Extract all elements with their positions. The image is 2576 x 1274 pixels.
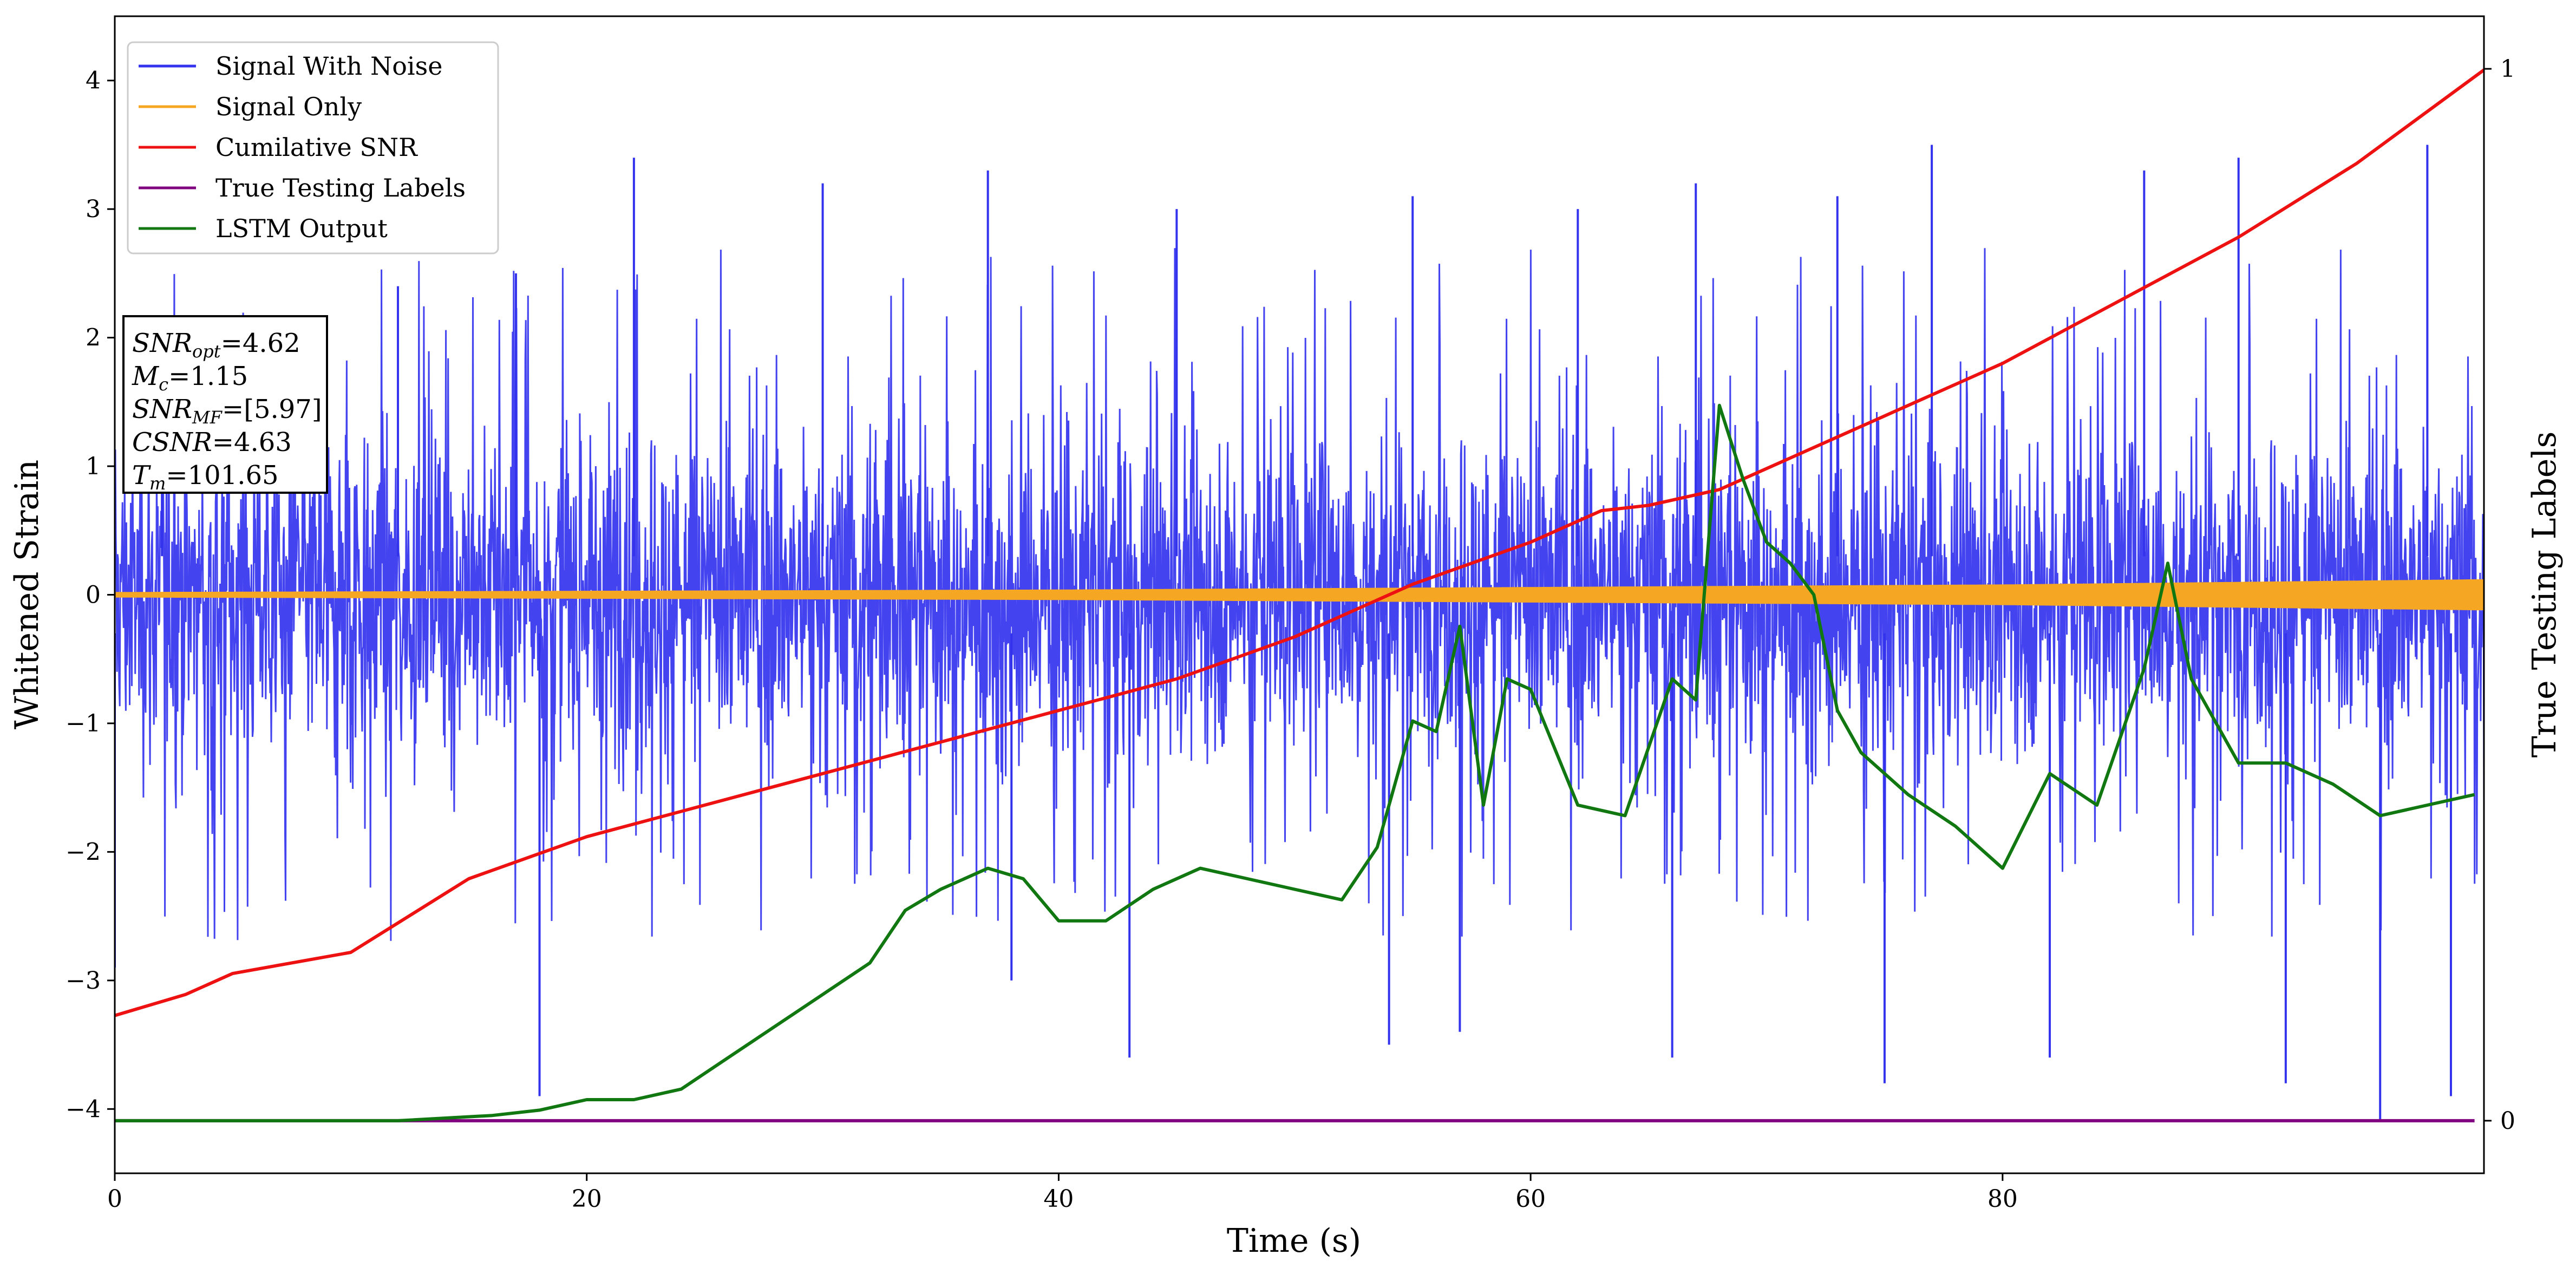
- y-tick-label-1: −3: [66, 967, 101, 995]
- legend-label-cumilative-snr: Cumilative SNR: [215, 133, 418, 162]
- legend-label-lstm-output: LSTM Output: [215, 214, 388, 243]
- y-axis-label: Whitened Strain: [8, 460, 46, 729]
- y-tick-label-4: 0: [86, 582, 101, 609]
- annotation-lines: SNRopt=4.62Mc=1.15SNRMF=[5.97]CSNR=4.63T…: [132, 328, 322, 494]
- legend-label-true-testing-labels: True Testing Labels: [215, 173, 466, 202]
- annotation-line-1: Mc=1.15: [132, 361, 248, 395]
- y-tick-label-7: 3: [86, 195, 101, 223]
- x-tick-label-0: 0: [107, 1185, 122, 1213]
- x-tick-label-1: 20: [572, 1185, 602, 1213]
- annotation-frame: [122, 315, 328, 494]
- annotation-line-2: SNRMF=[5.97]: [132, 394, 322, 428]
- series-lstm-output: [115, 403, 2475, 1122]
- x-axis-label: Time (s): [1227, 1222, 1361, 1260]
- annotation-box: SNRopt=4.62Mc=1.15SNRMF=[5.97]CSNR=4.63T…: [122, 315, 328, 494]
- x-tick-label-4: 80: [1987, 1185, 2018, 1213]
- legend-box: [127, 41, 499, 254]
- series-layer: [115, 68, 2484, 1122]
- annotation-line-4: Tm=101.65: [132, 460, 279, 494]
- series-signal-with-noise: [115, 248, 2484, 941]
- y2-tick-label-0: 0: [2500, 1107, 2515, 1135]
- annotation-line-3: CSNR=4.63: [132, 427, 292, 458]
- x-tick-label-3: 60: [1515, 1185, 1546, 1213]
- legend: Signal With Noise Signal Only Cumilative…: [127, 41, 499, 254]
- legend-label-signal-only: Signal Only: [215, 92, 362, 121]
- y-tick-label-6: 2: [86, 324, 101, 352]
- series-signal-only: [115, 579, 2484, 611]
- y-tick-label-0: −4: [66, 1095, 101, 1123]
- y-tick-label-2: −2: [66, 838, 101, 866]
- y2-axis-label: True Testing Labels: [2526, 432, 2564, 758]
- y-tick-label-8: 4: [86, 67, 101, 95]
- series-cumilative-snr: [115, 68, 2484, 1017]
- y-tick-label-3: −1: [66, 710, 101, 737]
- y2-tick-label-1: 1: [2500, 55, 2515, 83]
- y-tick-label-5: 1: [86, 453, 101, 480]
- x-tick-label-2: 40: [1043, 1185, 1074, 1213]
- annotation-line-0: SNRopt=4.62: [132, 328, 300, 362]
- legend-label-signal-with-noise: Signal With Noise: [215, 51, 442, 81]
